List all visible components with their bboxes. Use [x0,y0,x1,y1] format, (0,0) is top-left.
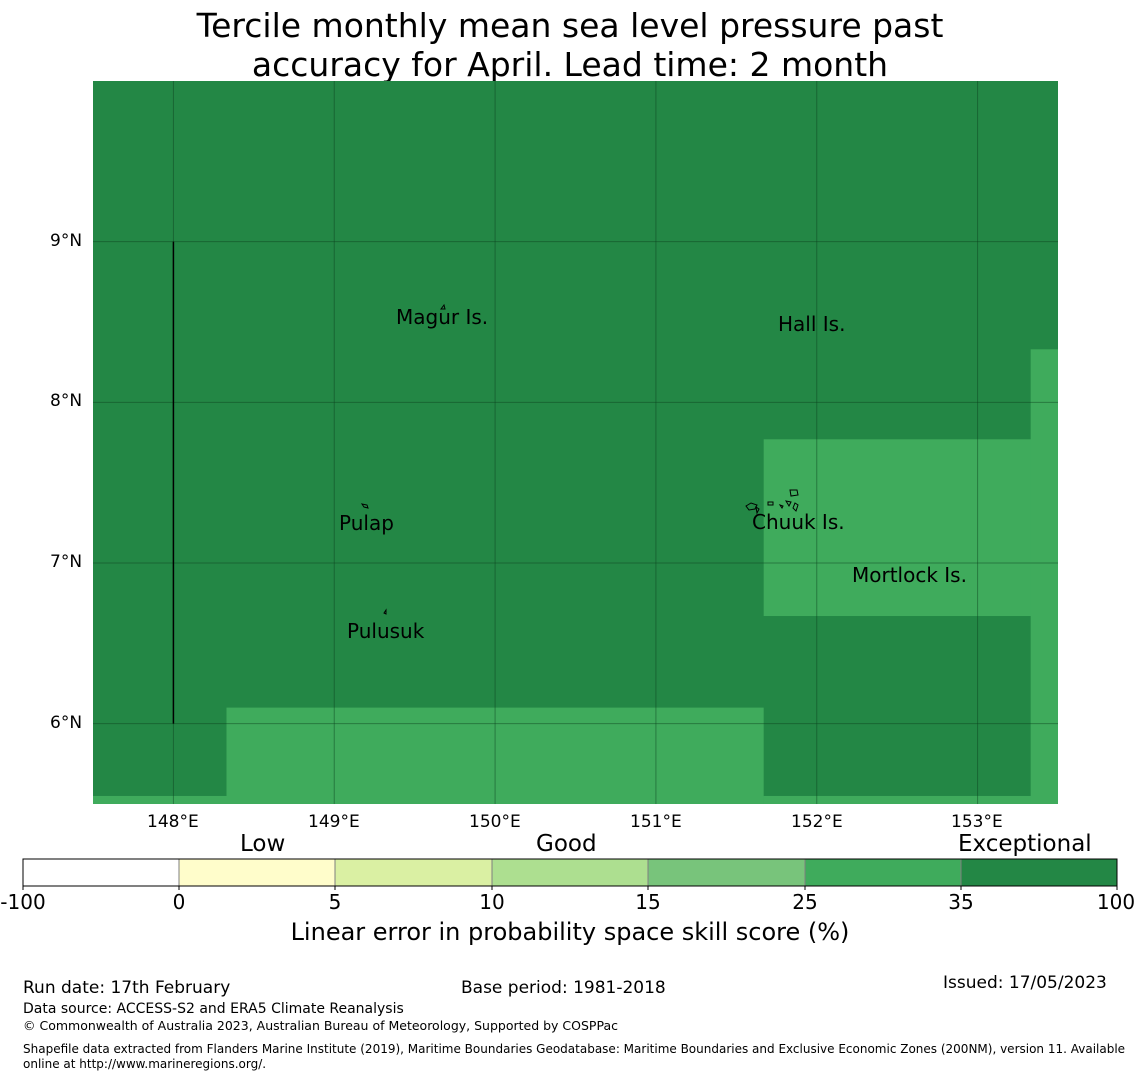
lon-label-151e: 151°E [630,812,682,832]
island-outline [360,503,369,509]
lon-label-153e: 153°E [951,812,1003,832]
issued-date: Issued: 17/05/2023 [943,973,1107,993]
shapefile-credit-2: online at http://www.marineregions.org/. [23,1057,267,1071]
colorbar-segment-low [179,859,335,886]
colorbar-tick-label: -100 [0,890,46,914]
island-outline [784,500,792,508]
title-line-1: Tercile monthly mean sea level pressure … [196,6,944,45]
colorbar-tick-label: 5 [328,890,342,914]
lat-label-7n: 7°N [50,552,83,572]
colorbar-segment-low_mid [335,859,492,886]
place-label-pulusuk: Pulusuk [347,619,425,643]
shapefile-credit-1: Shapefile data extracted from Flanders M… [23,1042,1126,1056]
title-line-2: accuracy for April. Lead time: 2 month [251,45,889,84]
colorbar-title: Linear error in probability space skill … [290,918,850,946]
lat-label-9n: 9°N [50,231,83,251]
island-outline [767,501,774,506]
colorbar-tick-label: 0 [172,890,186,914]
category-good: Good [536,831,597,857]
colorbar-tick-label: 15 [635,890,661,914]
map-layer [93,81,1058,804]
skill-region-very_good [1030,349,1058,804]
colorbar-segment-good_mid [648,859,805,886]
place-label-mortlock: Mortlock Is. [852,563,967,587]
run-date: Run date: 17th February [23,978,231,998]
colorbar-segment-very_good [805,859,961,886]
colorbar-tick-label: 100 [1096,890,1136,914]
lat-label-6n: 6°N [50,713,83,733]
island-outline [792,502,799,512]
colorbar-tick-label: 10 [479,890,505,914]
island-outline [778,504,784,509]
colorbar-outline [22,858,1118,887]
colorbar-segment-none [23,859,179,886]
lon-label-148e: 148°E [147,812,199,832]
lon-label-150e: 150°E [469,812,521,832]
category-low: Low [240,831,286,857]
island-outline [440,303,446,310]
base-period: Base period: 1981-2018 [461,978,666,998]
colorbar-segment-exceptional [961,859,1117,886]
category-exceptional: Exceptional [958,831,1092,857]
data-source: Data source: ACCESS-S2 and ERA5 Climate … [23,1001,404,1017]
lon-label-149e: 149°E [308,812,360,832]
colorbar-segment-good_low [492,859,648,886]
place-label-hall: Hall Is. [778,312,846,336]
colorbar-tick-label: 25 [792,890,818,914]
skill-region-very_good [763,439,1058,617]
skill-region-very_good [226,707,764,804]
island-outline [789,489,799,497]
lon-label-152e: 152°E [791,812,843,832]
colorbar-layer [22,858,1118,890]
place-label-magur: Magur Is. [396,305,489,329]
place-label-chuuk: Chuuk Is. [752,510,845,534]
chart-title: Tercile monthly mean sea level pressure … [0,6,1140,84]
island-outline [755,505,760,515]
copyright: © Commonwealth of Australia 2023, Austra… [23,1018,618,1033]
island-outline [383,608,387,615]
lat-label-8n: 8°N [50,391,83,411]
place-label-pulap: Pulap [339,511,394,535]
colorbar-tick-label: 35 [948,890,974,914]
